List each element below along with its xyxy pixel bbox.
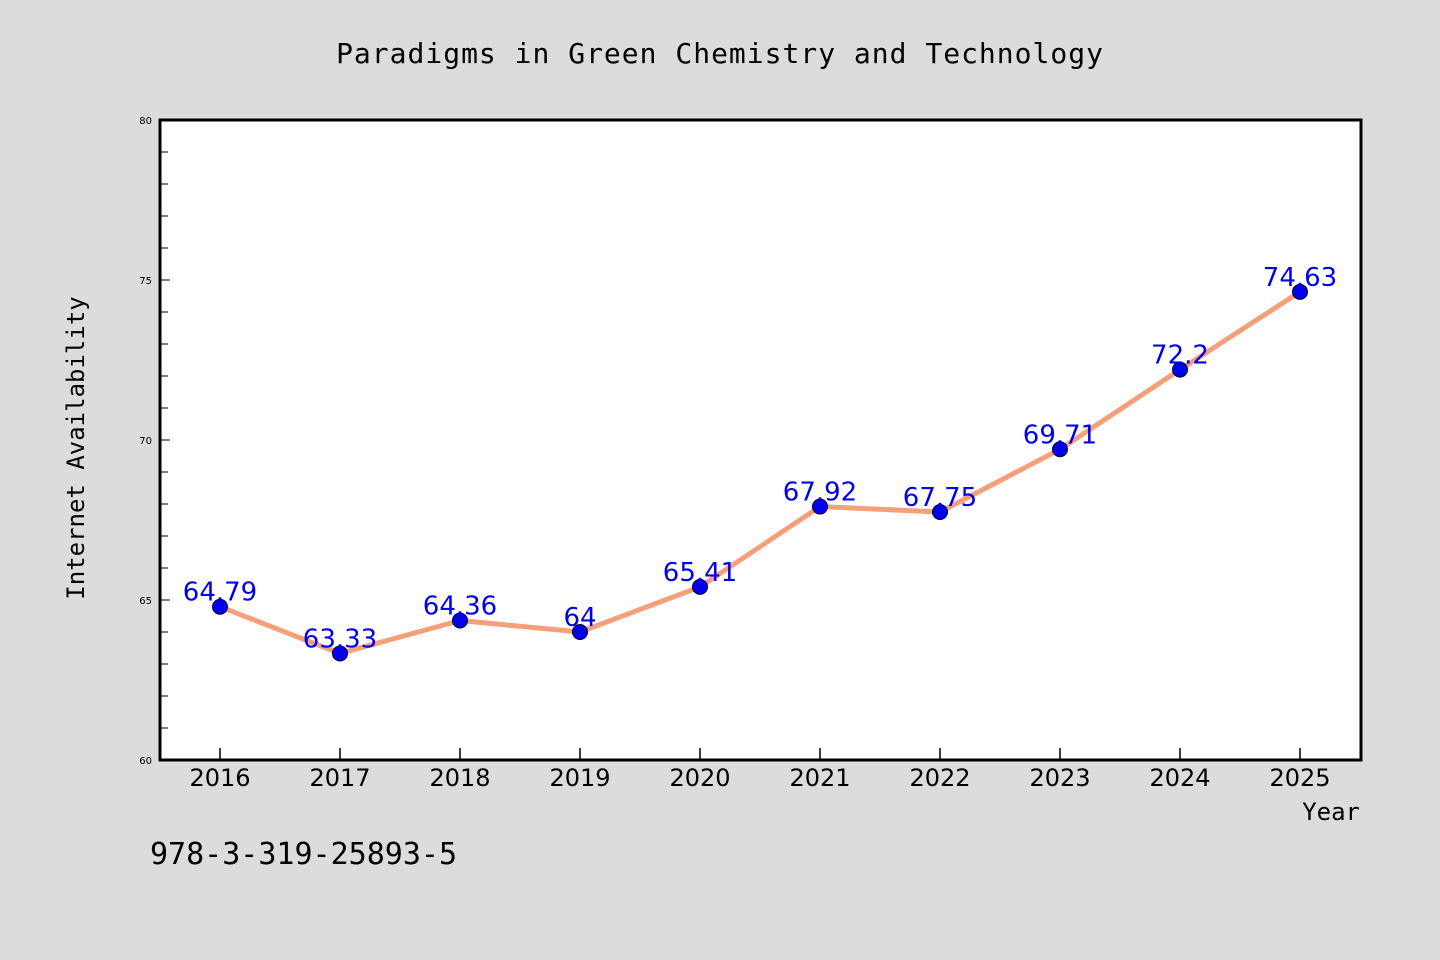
data-point-label: 63.33 (303, 624, 377, 654)
x-tick-label: 2017 (309, 764, 370, 792)
x-axis-ticks: 2016 2017 2018 2019 2020 2021 2022 2023 2024 2025 (189, 748, 1331, 792)
data-point-label: 64.79 (183, 578, 257, 608)
data-point-label: 72.2 (1151, 341, 1209, 371)
x-tick-label: 2023 (1029, 764, 1090, 792)
chart-title: Paradigms in Green Chemistry and Technol… (336, 37, 1104, 70)
data-point-marker (1172, 361, 1188, 378)
x-tick-label: 2024 (1149, 764, 1210, 792)
x-tick-label: 2022 (909, 764, 970, 792)
data-point-marker (332, 645, 348, 662)
y-tick-label: 70 (139, 436, 152, 447)
data-point-marker (212, 598, 228, 615)
x-tick-label: 2018 (429, 764, 490, 792)
data-point-marker (812, 498, 828, 515)
x-tick-label: 2025 (1269, 764, 1330, 792)
y-minor-ticks (160, 119, 170, 761)
data-point-label: 64.36 (423, 591, 497, 621)
data-point-label: 67.92 (783, 478, 857, 508)
data-point-marker (692, 578, 708, 595)
data-point-label: 74.63 (1263, 263, 1337, 293)
y-axis-label: Internet Availability (62, 296, 90, 599)
y-tick-label: 75 (139, 276, 152, 287)
data-point-marker (452, 612, 468, 629)
x-tick-label: 2019 (549, 764, 610, 792)
x-tick-label: 2021 (789, 764, 850, 792)
x-axis-label: Year (1302, 798, 1360, 826)
x-tick-label: 2016 (189, 764, 250, 792)
data-point-label: 65.41 (663, 558, 737, 588)
series-markers (212, 283, 1308, 662)
data-point-label: 69.71 (1023, 420, 1097, 450)
y-tick-label: 80 (139, 116, 152, 127)
x-tick-label: 2020 (669, 764, 730, 792)
y-axis-ticks: 60 65 70 75 80 (139, 116, 152, 767)
plot-area (158, 118, 1363, 762)
data-labels: 64.79 63.33 64.36 64 65.41 67.92 67.75 69.71 72.… (183, 263, 1337, 655)
series-line (219, 289, 1302, 656)
data-point-marker (1052, 441, 1068, 458)
data-point-label: 67.75 (903, 483, 977, 513)
data-point-label: 64 (563, 603, 596, 633)
isbn-text: 978-3-319-25893-5 (150, 837, 457, 872)
data-point-marker (1292, 283, 1308, 300)
y-tick-label: 60 (139, 756, 152, 767)
y-tick-label: 65 (139, 596, 152, 607)
data-point-marker (572, 624, 588, 640)
data-point-marker (932, 504, 948, 520)
